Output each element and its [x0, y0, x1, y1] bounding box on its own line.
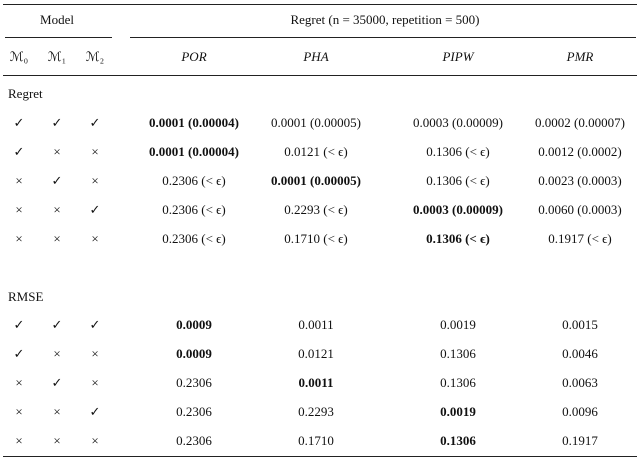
bottom-rule	[3, 456, 637, 457]
cell: 0.0001 (0.00004)	[149, 144, 239, 159]
cell: 0.0121	[298, 346, 334, 361]
cell: 0.0046	[562, 346, 598, 361]
cell: 0.1306 (< ϵ)	[426, 144, 490, 159]
model-flag: ✓	[13, 317, 25, 332]
model-flag: ×	[53, 231, 61, 246]
model-flag: ×	[91, 433, 99, 448]
model-flag: ×	[15, 173, 23, 188]
model-flag: ×	[15, 231, 23, 246]
cell: 0.1917 (< ϵ)	[548, 231, 612, 246]
cell: 0.0003 (0.00009)	[413, 115, 503, 130]
model-flag: ×	[15, 375, 23, 390]
model-flag: ×	[91, 346, 99, 361]
cell: 0.2306 (< ϵ)	[162, 173, 226, 188]
cell: 0.0015	[562, 317, 598, 332]
cell: 0.0011	[298, 317, 334, 332]
cell: 0.2293	[298, 404, 334, 419]
column-header: ℳ₂	[85, 49, 105, 64]
column-header: ℳ₁	[47, 49, 67, 64]
section-label: Regret	[8, 86, 43, 101]
cell: 0.0019	[440, 317, 476, 332]
cell: 0.0009	[176, 346, 212, 361]
cell: 0.0001 (0.00004)	[149, 115, 239, 130]
column-header: PHA	[303, 49, 329, 64]
cell: 0.1306	[440, 433, 476, 448]
cell: 0.1306 (< ϵ)	[426, 231, 490, 246]
column-header: POR	[181, 49, 207, 64]
cell: 0.0063	[562, 375, 598, 390]
model-flag: ✓	[89, 317, 101, 332]
column-header: ℳ₀	[9, 49, 29, 64]
model-flag: ✓	[51, 317, 63, 332]
model-flag: ×	[53, 202, 61, 217]
header-rule	[3, 75, 637, 76]
model-flag: ✓	[89, 115, 101, 130]
model-flag: ×	[53, 404, 61, 419]
cell: 0.2306	[176, 433, 212, 448]
cell: 0.1710 (< ϵ)	[284, 231, 348, 246]
model-flag: ×	[53, 433, 61, 448]
model-flag: ✓	[89, 202, 101, 217]
model-flag: ×	[53, 346, 61, 361]
column-header: PIPW	[442, 49, 474, 64]
cell: 0.0009	[176, 317, 212, 332]
model-flag: ×	[15, 404, 23, 419]
cell: 0.0023 (0.0003)	[538, 173, 622, 188]
cell: 0.2306	[176, 375, 212, 390]
cell: 0.0003 (0.00009)	[413, 202, 503, 217]
model-flag: ✓	[51, 115, 63, 130]
regret-rule	[130, 37, 636, 38]
cell: 0.0001 (0.00005)	[271, 173, 361, 188]
model-flag: ✓	[13, 115, 25, 130]
cell: 0.1306	[440, 375, 476, 390]
cell: 0.1306	[440, 346, 476, 361]
cell: 0.0096	[562, 404, 598, 419]
model-flag: ✓	[13, 346, 25, 361]
cell: 0.0012 (0.0002)	[538, 144, 622, 159]
cell: 0.0002 (0.00007)	[535, 115, 625, 130]
cell: 0.1710	[298, 433, 334, 448]
model-flag: ×	[91, 231, 99, 246]
model-flag: ×	[15, 433, 23, 448]
model-flag: ✓	[51, 375, 63, 390]
model-flag: ×	[15, 202, 23, 217]
cell: 0.0121 (< ϵ)	[284, 144, 348, 159]
cell: 0.0001 (0.00005)	[271, 115, 361, 130]
top-rule	[3, 4, 637, 5]
cell: 0.2306 (< ϵ)	[162, 231, 226, 246]
column-header: PMR	[566, 49, 594, 64]
model-flag: ×	[53, 144, 61, 159]
model-rule	[5, 37, 112, 38]
cell: 0.2306 (< ϵ)	[162, 202, 226, 217]
section-label: RMSE	[8, 289, 44, 304]
cell: 0.0060 (0.0003)	[538, 202, 622, 217]
cell: 0.1306 (< ϵ)	[426, 173, 490, 188]
cell: 0.0011	[298, 375, 334, 390]
model-flag: ✓	[89, 404, 101, 419]
model-flag: ✓	[13, 144, 25, 159]
cell: 0.1917	[562, 433, 598, 448]
model-flag: ×	[91, 173, 99, 188]
regret-header: Regret (n = 35000, repetition = 500)	[290, 12, 480, 27]
cell: 0.2306	[176, 404, 212, 419]
model-flag: ✓	[51, 173, 63, 188]
cell: 0.2293 (< ϵ)	[284, 202, 348, 217]
model-header: Model	[40, 12, 74, 27]
model-flag: ×	[91, 375, 99, 390]
cell: 0.0019	[440, 404, 476, 419]
model-flag: ×	[91, 144, 99, 159]
